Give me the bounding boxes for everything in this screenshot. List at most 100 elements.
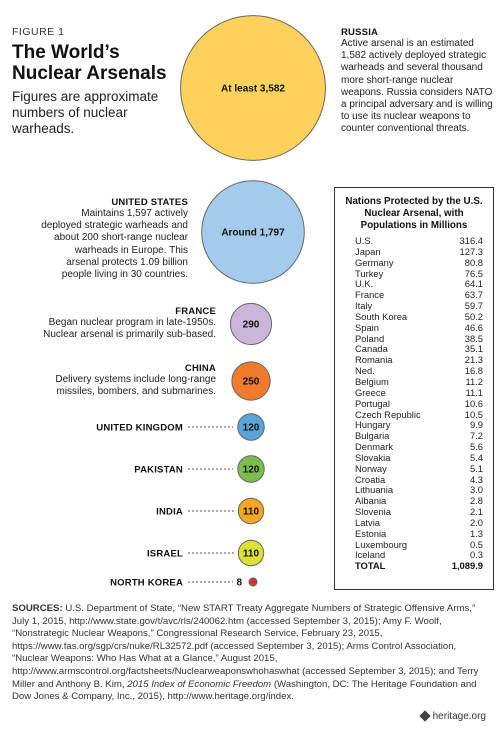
population-value: 2.1 — [469, 506, 483, 518]
population-value: 4.3 — [469, 473, 483, 485]
table-row: Estonia 1.3 — [355, 527, 483, 540]
table-row: Albania 2.8 — [355, 495, 483, 507]
protected-nations-list: U.S. 316.4 Japan 127.3 Germany 80.8 Turkey 76.5… — [355, 235, 483, 572]
sources-text-end: (Washington, DC: The Heritage Foundation… — [12, 678, 477, 703]
country-name: Bulgaria — [355, 430, 390, 442]
country-name: Greece — [355, 386, 386, 398]
country-name: Poland — [355, 332, 385, 344]
table-row: Iceland 0.3 — [355, 550, 483, 561]
population-value: 9.9 — [469, 419, 483, 431]
france-note-text: Began nuclear program in late-1950s. Nuc… — [43, 317, 216, 341]
israel-country-label: ISRAEL — [147, 549, 183, 560]
table-row: Lithuania 3.0 — [355, 485, 483, 496]
country-name: Italy — [355, 300, 373, 312]
table-row: Hungary 9.9 — [355, 419, 483, 431]
country-name: Portugal — [355, 397, 390, 409]
chart-title-line-2: Nuclear Arsenals — [12, 63, 167, 84]
population-value: 5.1 — [469, 462, 483, 474]
united-states-note-title: UNITED STATES — [111, 197, 188, 208]
north-korea-bubble — [248, 577, 258, 587]
population-value: 10.5 — [464, 408, 483, 420]
united-states-note-text: Maintains 1,597 actively deployed strate… — [41, 208, 188, 281]
protected-nations-table: Nations Protected by the U.S. Nuclear Ar… — [334, 187, 494, 590]
table-row: Slovenia 2.1 — [355, 506, 483, 518]
heritage-logo-icon — [418, 710, 431, 723]
population-value: 11.2 — [465, 375, 483, 387]
table-row: Germany 80.8 — [355, 256, 483, 269]
country-name: Latvia — [355, 516, 381, 528]
population-value: 5.6 — [469, 441, 483, 453]
country-name: Germany — [355, 256, 394, 268]
table-row: Turkey 76.5 — [355, 267, 483, 280]
population-value: 80.8 — [464, 256, 483, 268]
table-row: Portugal 10.6 — [355, 397, 483, 410]
population-value: 1.3 — [469, 527, 483, 539]
north-korea-value-label: 8 — [236, 578, 242, 589]
country-name: Norway — [355, 462, 387, 474]
pakistan-country-label: PAKISTAN — [134, 465, 183, 476]
table-row: Czech Republic 10.5 — [355, 408, 483, 421]
population-value: 2.0 — [469, 516, 483, 528]
country-name: Iceland — [355, 549, 386, 561]
table-row: Norway 5.1 — [355, 462, 483, 475]
country-name: Japan — [355, 245, 381, 257]
united-kingdom-country-label: UNITED KINGDOM — [96, 423, 183, 434]
country-name: Canada — [355, 343, 388, 355]
population-value: 11.1 — [465, 386, 483, 398]
united-states-value-label: Around 1,797 — [221, 228, 285, 239]
population-value: 0.5 — [469, 538, 483, 550]
china-value-label: 250 — [243, 377, 260, 388]
china-note-title: CHINA — [184, 363, 216, 374]
total-value: 1,089.9 — [451, 560, 483, 572]
table-row: U.K. 64.1 — [355, 279, 483, 290]
country-name: U.K. — [355, 278, 374, 290]
figure-label: FIGURE 1 — [12, 26, 65, 38]
population-value: 50.2 — [464, 310, 483, 322]
china-note: CHINA Delivery systems include long-rang… — [20, 363, 216, 398]
population-value: 7.2 — [469, 430, 483, 442]
india-country-label: INDIA — [156, 507, 183, 518]
population-value: 38.5 — [464, 332, 483, 344]
country-name: Slovakia — [355, 451, 391, 463]
country-name: Czech Republic — [355, 408, 421, 420]
population-value: 63.7 — [464, 289, 483, 301]
united-states-note: UNITED STATES Maintains 1,597 actively d… — [40, 197, 188, 281]
population-value: 59.7 — [464, 300, 483, 312]
country-name: Lithuania — [355, 484, 394, 496]
country-name: Slovenia — [355, 506, 391, 518]
country-name: South Korea — [355, 310, 408, 322]
table-row: Italy 59.7 — [355, 300, 483, 312]
table-row: Bulgaria 7.2 — [355, 430, 483, 442]
china-note-text: Delivery systems include long-range miss… — [55, 374, 216, 398]
population-value: 0.3 — [469, 549, 483, 561]
table-row: Ned. 16.8 — [355, 365, 483, 377]
israel-value-label: 110 — [243, 549, 260, 560]
russia-value-label: At least 3,582 — [221, 84, 285, 95]
table-row: Croatia 4.3 — [355, 473, 483, 486]
china-bubble — [231, 361, 271, 401]
france-value-label: 290 — [243, 320, 260, 331]
table-row: France 63.7 — [355, 289, 483, 301]
pakistan-value-label: 120 — [243, 465, 260, 476]
country-name: Hungary — [355, 419, 391, 431]
table-row: Japan 127.3 — [355, 245, 483, 258]
population-value: 46.6 — [464, 321, 483, 333]
table-row: Poland 38.5 — [355, 332, 483, 345]
israel-bubble — [237, 539, 265, 567]
table-row: Luxembourg 0.5 — [355, 538, 483, 551]
population-value: 76.5 — [464, 267, 483, 279]
population-value: 2.8 — [469, 495, 483, 507]
united-kingdom-value-label: 120 — [243, 423, 260, 434]
total-label: TOTAL — [355, 560, 386, 572]
table-row: South Korea 50.2 — [355, 310, 483, 323]
population-value: 64.1 — [464, 278, 483, 290]
table-row: Denmark 5.6 — [355, 441, 483, 453]
russia-note-text: Active arsenal is an estimated 1,582 act… — [341, 38, 493, 135]
france-bubble — [229, 302, 273, 346]
chart-subtitle: Figures are approximate numbers of nucle… — [12, 89, 159, 136]
population-value: 3.0 — [469, 484, 483, 496]
table-row: Canada 35.1 — [355, 344, 483, 355]
country-name: Albania — [355, 495, 387, 507]
population-value: 35.1 — [464, 343, 483, 355]
united-kingdom-bubble — [237, 413, 265, 441]
